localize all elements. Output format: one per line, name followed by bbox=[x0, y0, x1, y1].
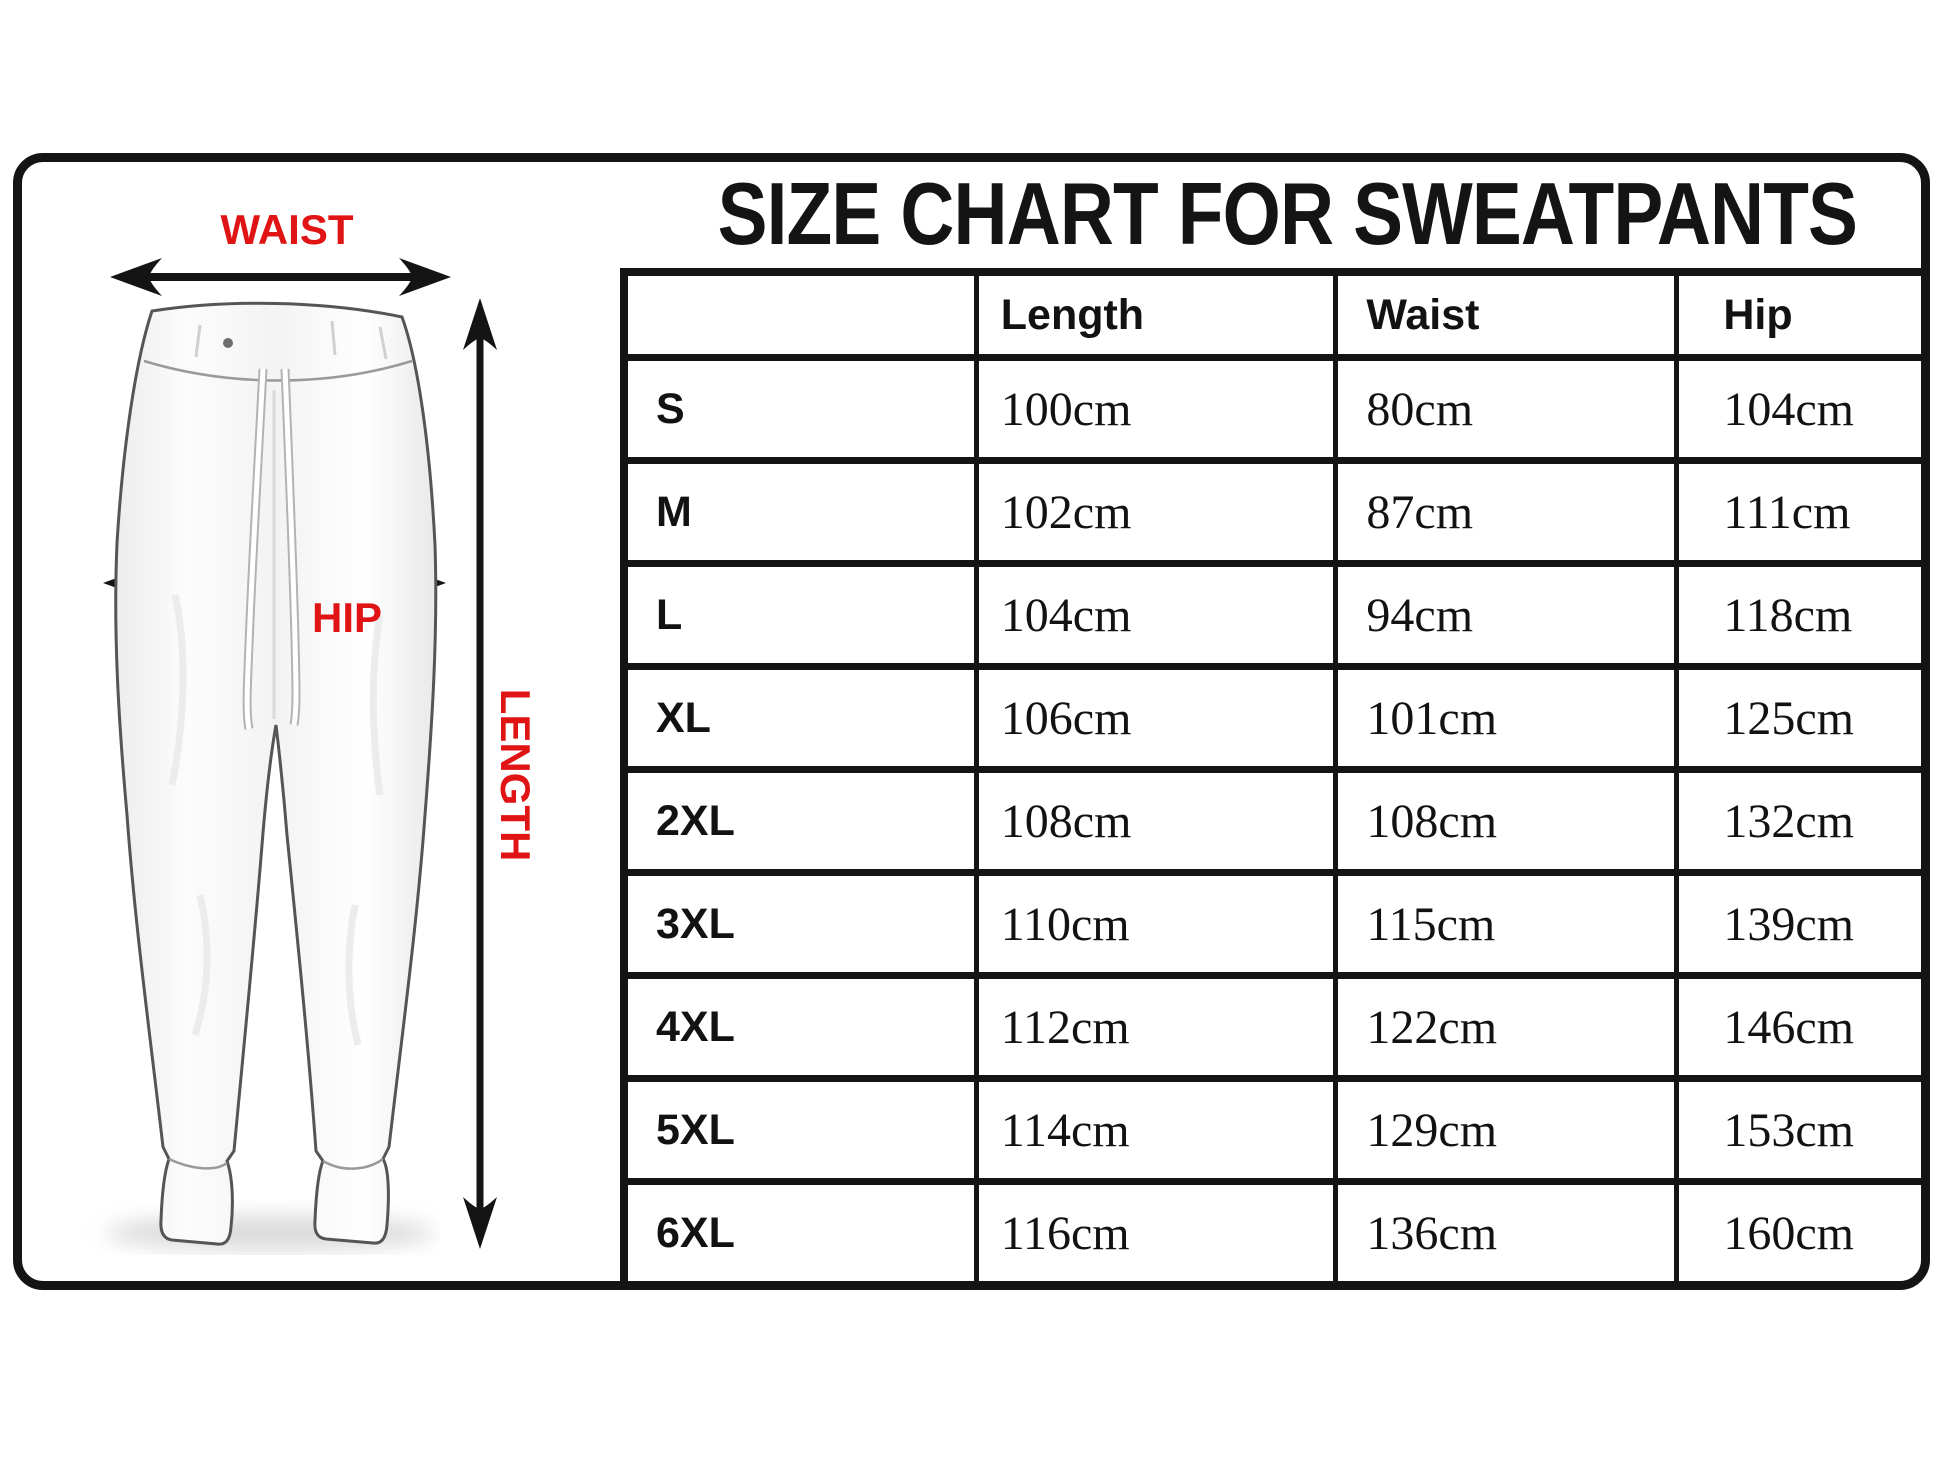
drawstrings bbox=[242, 368, 301, 730]
pants-silhouette bbox=[114, 301, 438, 1246]
column-header-size bbox=[628, 276, 974, 355]
size-chart-panel: WAIST HIP LENGTH SIZE CHART FOR SWEATPAN… bbox=[13, 153, 1930, 1290]
value-cell: 116cm bbox=[978, 1185, 1334, 1281]
size-cell-l: L bbox=[628, 567, 974, 664]
value-cell: 115cm bbox=[1338, 876, 1675, 973]
value-cell: 104cm bbox=[978, 567, 1334, 664]
waistband-seam bbox=[143, 359, 413, 382]
sweatpants-illustration bbox=[105, 301, 438, 1251]
size-cell-4xl: 4XL bbox=[628, 979, 974, 1076]
length-label: LENGTH bbox=[492, 688, 539, 862]
size-cell-m: M bbox=[628, 464, 974, 561]
value-cell: 153cm bbox=[1679, 1082, 1921, 1179]
value-cell: 87cm bbox=[1338, 464, 1675, 561]
chart-title: SIZE CHART FOR SWEATPANTS bbox=[717, 164, 1858, 263]
value-cell: 104cm bbox=[1679, 361, 1921, 458]
size-cell-6xl: 6XL bbox=[628, 1185, 974, 1281]
value-cell: 118cm bbox=[1679, 567, 1921, 664]
value-cell: 94cm bbox=[1338, 567, 1675, 664]
value-cell: 146cm bbox=[1679, 979, 1921, 1076]
size-cell-s: S bbox=[628, 361, 974, 458]
value-cell: 100cm bbox=[978, 361, 1334, 458]
value-cell: 114cm bbox=[978, 1082, 1334, 1179]
value-cell: 139cm bbox=[1679, 876, 1921, 973]
drawstring-hole bbox=[223, 338, 233, 348]
size-cell-5xl: 5XL bbox=[628, 1082, 974, 1179]
value-cell: 125cm bbox=[1679, 670, 1921, 767]
column-header-waist: Waist bbox=[1338, 276, 1675, 355]
value-cell: 110cm bbox=[978, 876, 1334, 973]
waist-arrow-icon bbox=[110, 258, 451, 296]
value-cell: 108cm bbox=[1338, 773, 1675, 870]
value-cell: 122cm bbox=[1338, 979, 1675, 1076]
waistband-folds bbox=[194, 320, 388, 360]
cuff-seams bbox=[168, 1157, 384, 1170]
column-header-hip: Hip bbox=[1679, 276, 1921, 355]
value-cell: 160cm bbox=[1679, 1185, 1921, 1281]
value-cell: 101cm bbox=[1338, 670, 1675, 767]
value-cell: 102cm bbox=[978, 464, 1334, 561]
value-cell: 112cm bbox=[978, 979, 1334, 1076]
value-cell: 111cm bbox=[1679, 464, 1921, 561]
size-cell-xl: XL bbox=[628, 670, 974, 767]
value-cell: 132cm bbox=[1679, 773, 1921, 870]
value-cell: 80cm bbox=[1338, 361, 1675, 458]
column-header-length: Length bbox=[978, 276, 1334, 355]
size-table: Length Waist Hip S 100cm 80cm 104cm M 10… bbox=[620, 268, 1921, 1281]
value-cell: 106cm bbox=[978, 670, 1334, 767]
length-arrow-icon bbox=[463, 298, 497, 1249]
value-cell: 129cm bbox=[1338, 1082, 1675, 1179]
hip-label: HIP bbox=[311, 594, 382, 641]
value-cell: 136cm bbox=[1338, 1185, 1675, 1281]
value-cell: 108cm bbox=[978, 773, 1334, 870]
size-cell-2xl: 2XL bbox=[628, 773, 974, 870]
waist-label: WAIST bbox=[220, 206, 354, 253]
fabric-creases bbox=[168, 594, 384, 1046]
size-cell-3xl: 3XL bbox=[628, 876, 974, 973]
